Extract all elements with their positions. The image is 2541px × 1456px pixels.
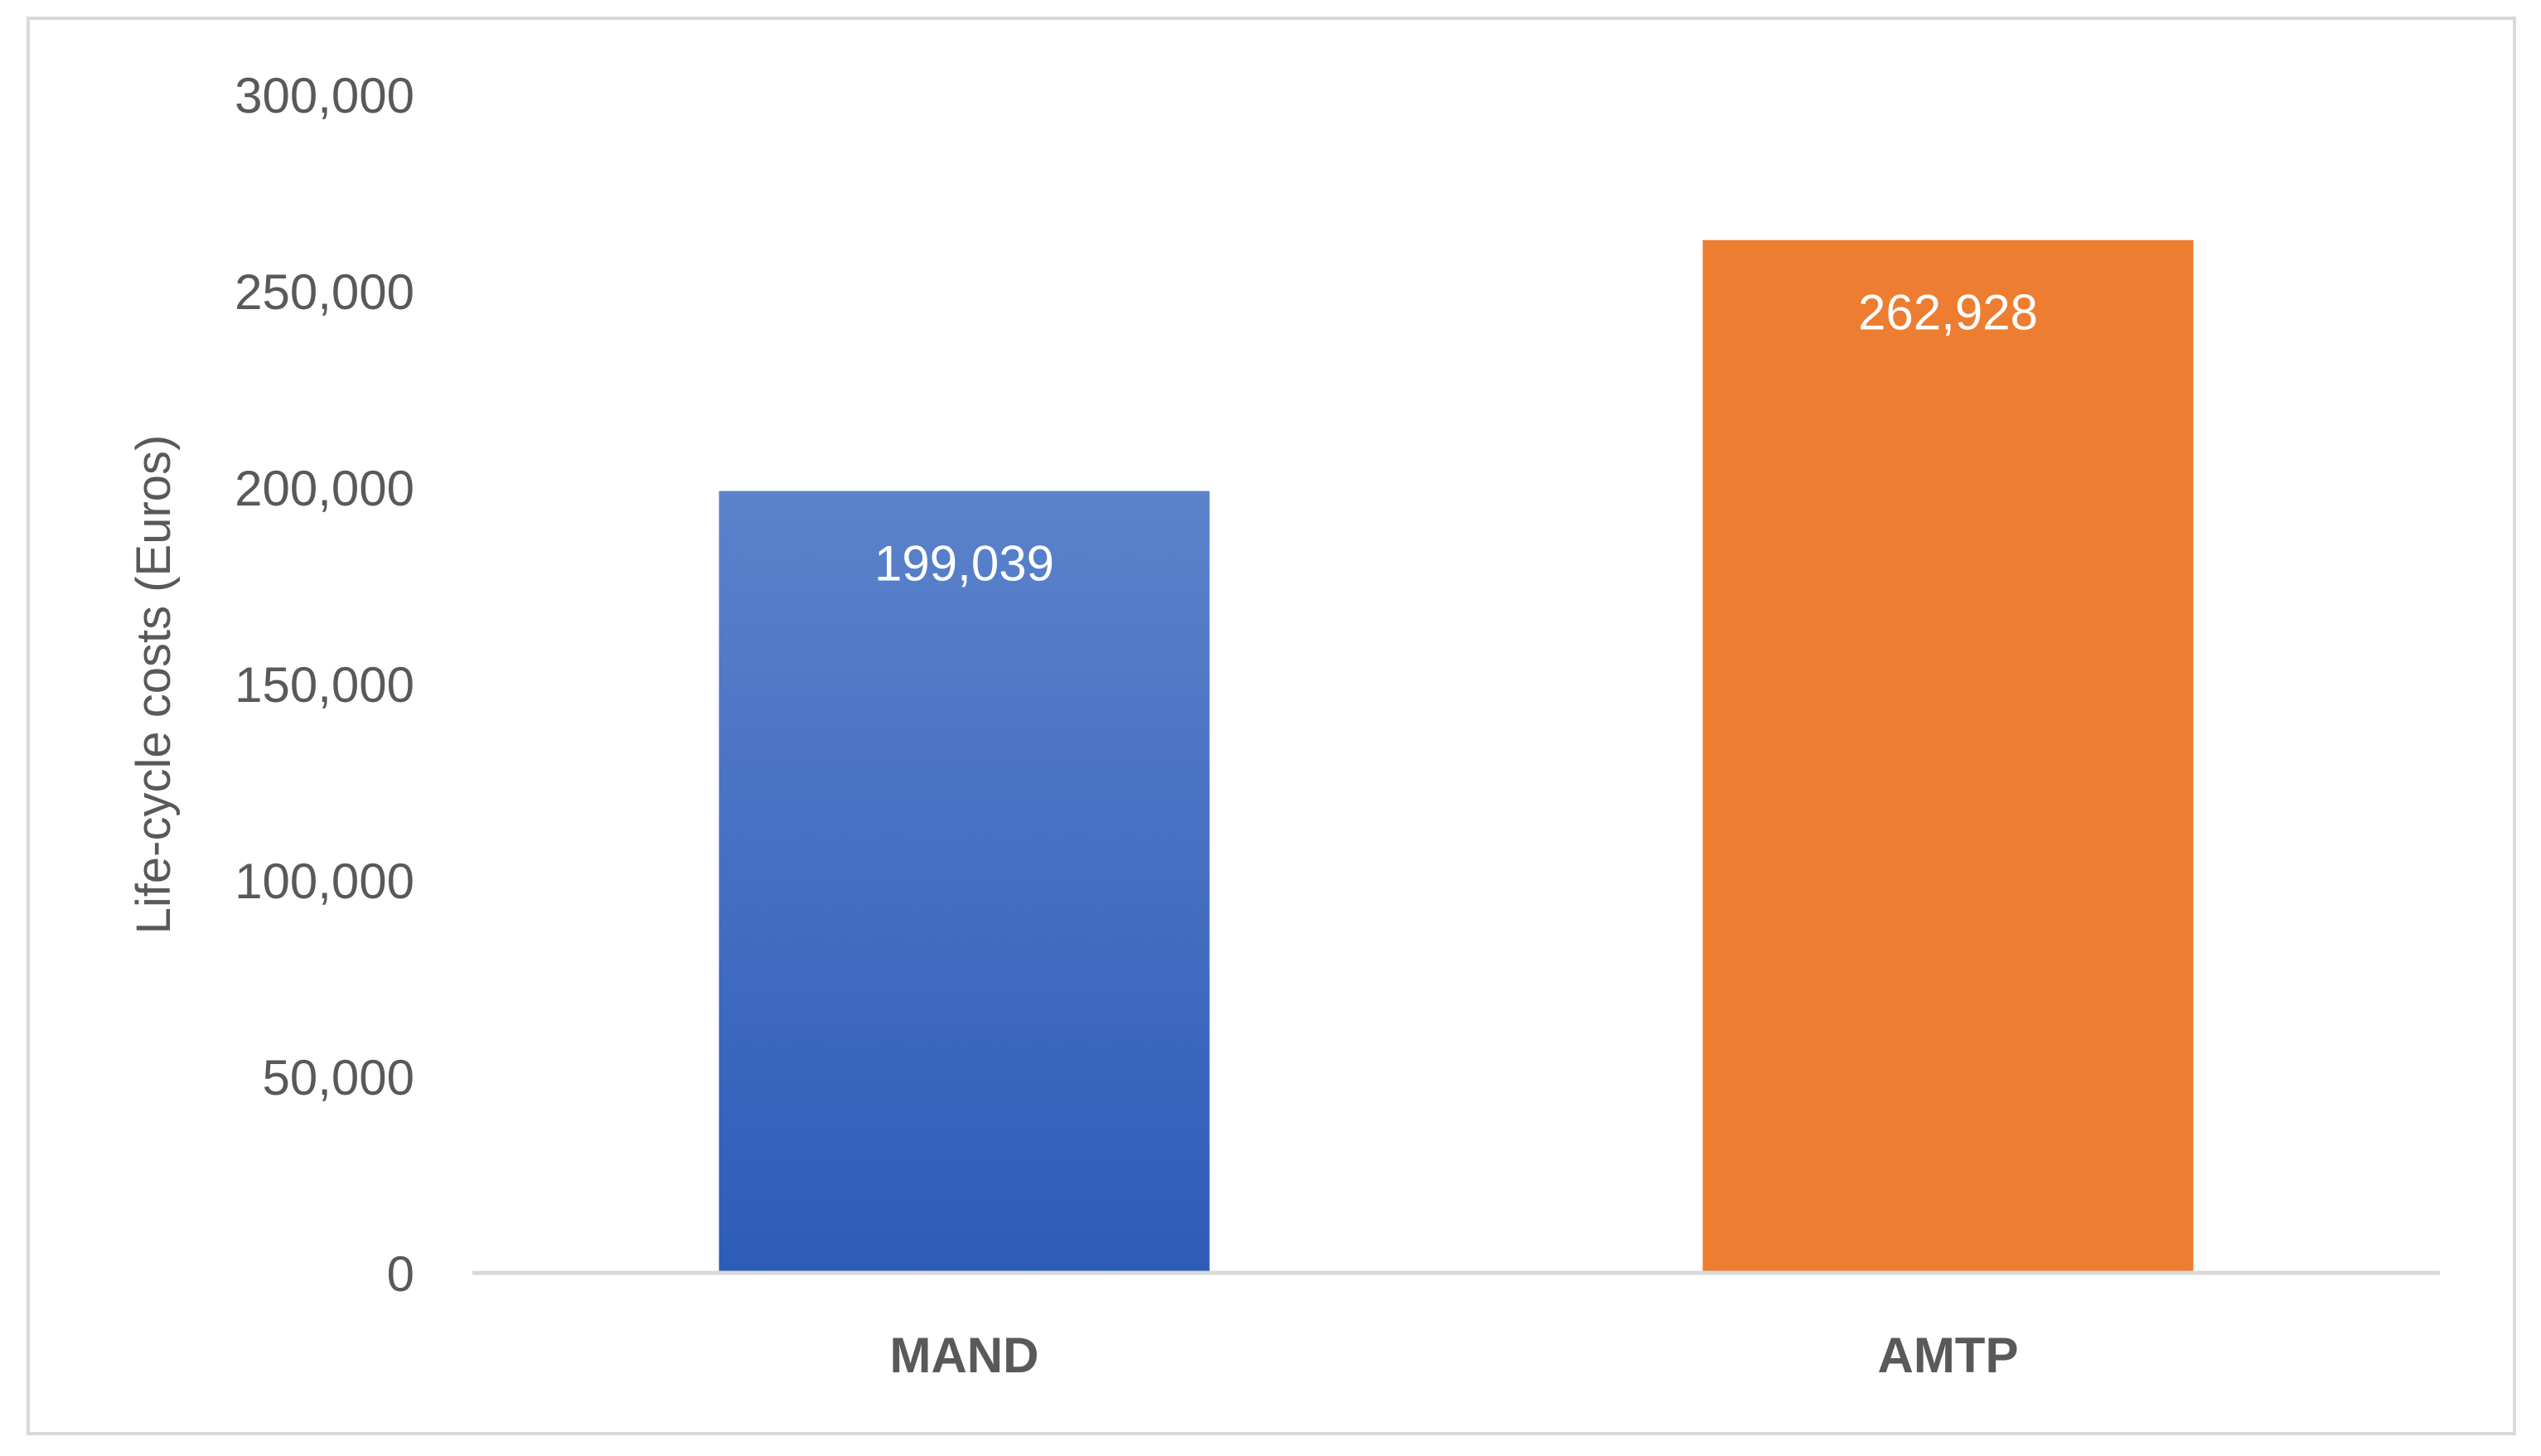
y-tick-label: 200,000 bbox=[235, 461, 414, 516]
y-tick-label: 100,000 bbox=[235, 854, 414, 909]
y-tick-label: 250,000 bbox=[235, 264, 414, 320]
bar-amtp bbox=[1702, 239, 2194, 1273]
y-tick-label: 300,000 bbox=[235, 68, 414, 123]
y-tick-label: 50,000 bbox=[262, 1050, 414, 1105]
y-tick-label: 150,000 bbox=[235, 657, 414, 713]
y-tick-label: 0 bbox=[387, 1246, 414, 1302]
bar-value-label: 199,039 bbox=[874, 536, 1054, 592]
x-tick-label: AMTP bbox=[1878, 1328, 2019, 1383]
x-axis-ticks: MAND AMTP bbox=[890, 1328, 2019, 1383]
bar-mand bbox=[719, 491, 1210, 1273]
x-tick-label: MAND bbox=[890, 1328, 1039, 1383]
bars-group: 199,039 262,928 bbox=[719, 239, 2194, 1273]
y-axis-title: Life-cycle costs (Euros) bbox=[127, 435, 181, 935]
bar-value-label: 262,928 bbox=[1858, 285, 2038, 341]
y-axis-ticks: 0 50,000 100,000 150,000 200,000 250,000 300,0… bbox=[235, 68, 414, 1302]
